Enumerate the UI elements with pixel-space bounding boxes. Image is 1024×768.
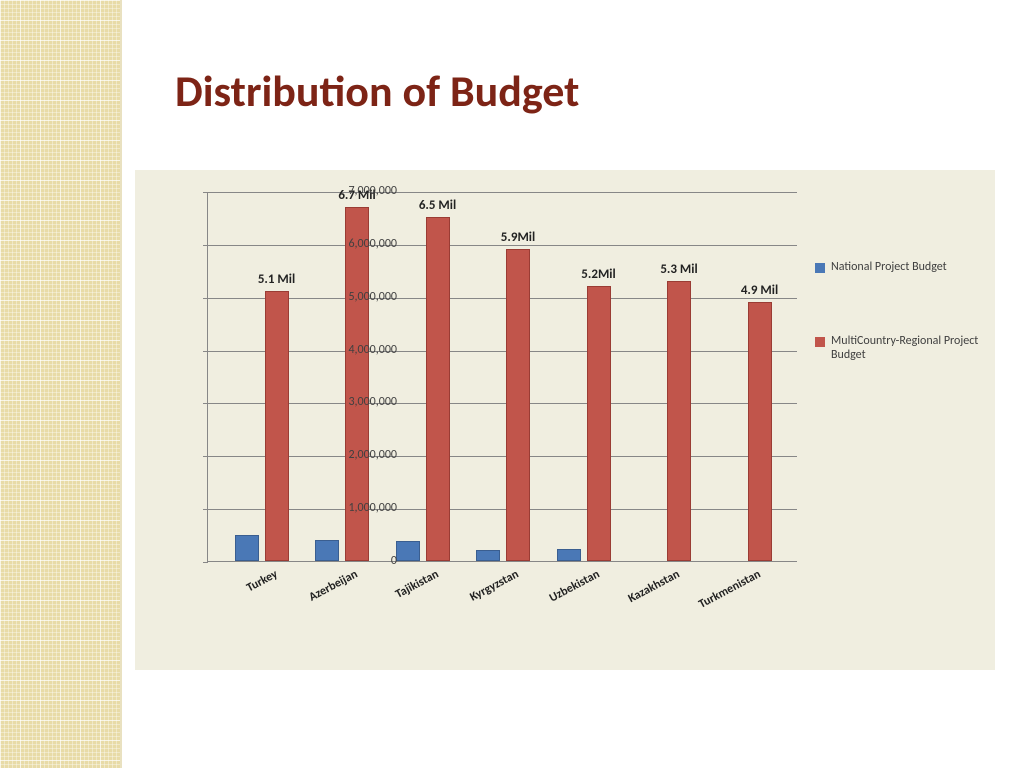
legend-label-regional: MultiCountry-Regional Project Budget [831, 334, 990, 362]
bar-national [476, 550, 500, 561]
ytick-label: 3,000,000 [331, 395, 397, 409]
chart-legend: National Project Budget MultiCountry-Reg… [815, 260, 990, 422]
gridline [208, 351, 797, 352]
bar-regional [426, 217, 450, 561]
ytick-mark [203, 298, 208, 299]
bar-national [396, 541, 420, 561]
ytick-mark [203, 456, 208, 457]
bar-regional [748, 302, 772, 561]
legend-item-regional: MultiCountry-Regional Project Budget [815, 334, 990, 362]
ytick-mark [203, 245, 208, 246]
ytick-mark [203, 562, 208, 563]
decorative-left-strip [0, 0, 120, 768]
chart-plot-area: 5.1 Mil6.7 Mil6.5 Mil5.9Mil5.2Mil5.3 Mil… [207, 192, 797, 562]
bar-national [235, 535, 259, 561]
ytick-label: 2,000,000 [331, 448, 397, 462]
ytick-mark [203, 509, 208, 510]
ytick-label: 6,000,000 [331, 237, 397, 251]
legend-swatch-regional [815, 337, 825, 347]
bar-value-label: 5.9Mil [468, 230, 568, 245]
legend-label-national: National Project Budget [831, 260, 947, 274]
bar-value-label: 5.3 Mil [629, 262, 729, 277]
bar-value-label: 4.9 Mil [710, 283, 810, 298]
bar-regional [667, 281, 691, 561]
gridline [208, 509, 797, 510]
bar-value-label: 5.1 Mil [227, 272, 327, 287]
bar-regional [587, 286, 611, 561]
bar-regional [506, 249, 530, 561]
ytick-label: 7,000,000 [331, 184, 397, 198]
ytick-label: 0 [331, 554, 397, 568]
gridline [208, 456, 797, 457]
slide-title: Distribution of Budget [175, 64, 579, 118]
chart-panel: 5.1 Mil6.7 Mil6.5 Mil5.9Mil5.2Mil5.3 Mil… [135, 170, 995, 670]
ytick-label: 1,000,000 [331, 501, 397, 515]
bar-value-label: 6.5 Mil [388, 198, 488, 213]
ytick-mark [203, 351, 208, 352]
ytick-label: 4,000,000 [331, 343, 397, 357]
bar-national [557, 549, 581, 561]
gridline [208, 403, 797, 404]
ytick-mark [203, 403, 208, 404]
bar-regional [265, 291, 289, 561]
legend-swatch-national [815, 263, 825, 273]
decorative-left-rule [120, 0, 122, 768]
legend-item-national: National Project Budget [815, 260, 990, 274]
ytick-label: 5,000,000 [331, 290, 397, 304]
gridline [208, 192, 797, 193]
ytick-mark [203, 192, 208, 193]
slide: Distribution of Budget 5.1 Mil6.7 Mil6.5… [0, 0, 1024, 768]
